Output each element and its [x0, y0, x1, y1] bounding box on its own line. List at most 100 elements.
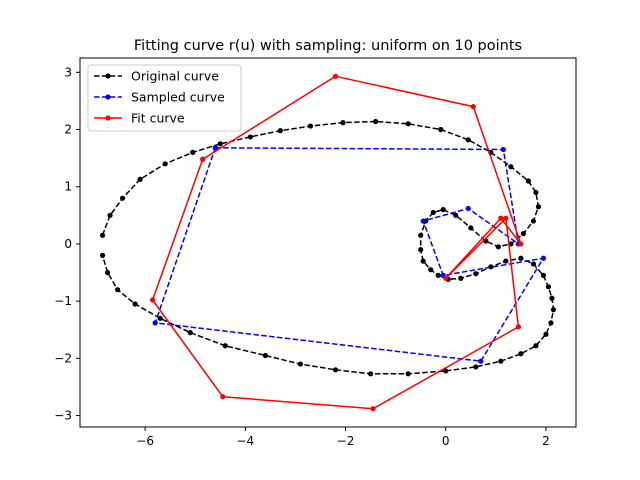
- data-point: [495, 244, 501, 250]
- legend-label: Original curve: [131, 69, 219, 84]
- legend-marker: [105, 115, 111, 121]
- data-point: [99, 252, 106, 258]
- plot-frame: [79, 57, 577, 428]
- data-point: [222, 343, 228, 349]
- data-point: [470, 104, 476, 110]
- y-tick-label: 1: [64, 180, 72, 194]
- data-point: [535, 204, 542, 210]
- data-point: [420, 258, 426, 264]
- data-point: [498, 358, 504, 364]
- data-point: [212, 145, 218, 151]
- chart-title: Fitting curve r(u) with sampling: unifor…: [134, 38, 522, 54]
- data-point: [500, 146, 506, 153]
- legend-marker: [105, 94, 111, 100]
- data-point: [525, 178, 532, 184]
- data-point: [498, 215, 504, 221]
- data-point: [458, 275, 464, 281]
- data-point: [340, 120, 346, 126]
- data-point: [99, 232, 106, 238]
- legend-marker: [105, 73, 111, 79]
- data-point: [435, 272, 441, 278]
- data-point: [247, 134, 253, 140]
- data-point: [405, 371, 411, 377]
- data-point: [540, 255, 547, 261]
- legend-label: Fit curve: [131, 111, 185, 126]
- legend-label: Sampled curve: [131, 90, 225, 105]
- data-point: [465, 205, 471, 212]
- data-point: [307, 123, 314, 129]
- data-point: [262, 352, 268, 359]
- data-point: [162, 161, 168, 167]
- plot-area: [99, 73, 557, 412]
- data-point: [530, 261, 537, 267]
- x-tick-label: −6: [136, 434, 154, 448]
- data-point: [132, 301, 138, 307]
- x-tick-label: −4: [236, 434, 254, 448]
- data-point: [518, 241, 524, 247]
- y-tick-label: 2: [64, 123, 72, 137]
- series-line: [151, 75, 522, 410]
- data-point: [453, 212, 459, 218]
- data-point: [157, 315, 163, 321]
- data-point: [468, 225, 474, 231]
- data-point: [530, 218, 537, 224]
- data-point: [518, 255, 524, 261]
- y-tick-label: 3: [64, 65, 72, 79]
- data-point: [367, 371, 374, 377]
- data-point: [405, 121, 411, 127]
- data-point: [220, 394, 226, 400]
- y-axis: −3 −2 −1 0 1 2 3: [54, 65, 80, 423]
- y-tick-label: 0: [64, 237, 72, 251]
- data-point: [438, 126, 444, 133]
- data-point: [418, 232, 424, 238]
- data-point: [443, 368, 449, 374]
- legend-item: Fit curve: [94, 111, 185, 126]
- data-point: [508, 164, 514, 170]
- data-point: [430, 209, 436, 216]
- data-point: [104, 269, 111, 276]
- data-point: [217, 141, 223, 147]
- series-line: [154, 147, 545, 362]
- data-point: [152, 320, 158, 326]
- data-point: [550, 307, 557, 313]
- series-fit-curve: [150, 73, 524, 412]
- data-point: [549, 295, 555, 301]
- data-point: [503, 215, 509, 221]
- data-point: [370, 406, 376, 412]
- data-point: [428, 267, 434, 273]
- data-point: [150, 297, 156, 303]
- data-point: [332, 73, 339, 79]
- data-point: [440, 207, 446, 213]
- legend: Original curve Sampled curve Fit curve: [87, 64, 242, 132]
- x-tick-label: 2: [542, 434, 550, 448]
- data-point: [190, 149, 196, 155]
- data-point: [114, 287, 121, 293]
- data-point: [465, 137, 471, 143]
- data-point: [443, 275, 449, 281]
- data-point: [473, 271, 479, 277]
- data-point: [187, 330, 193, 336]
- data-point: [420, 218, 426, 224]
- data-point: [119, 195, 126, 201]
- legend-box: [87, 64, 242, 132]
- data-point: [332, 367, 339, 373]
- series-original-curve: [99, 118, 557, 377]
- legend-item: Original curve: [94, 69, 219, 84]
- data-point: [540, 272, 547, 278]
- legend-item: Sampled curve: [94, 90, 225, 105]
- data-point: [533, 343, 539, 349]
- y-tick-label: −3: [54, 409, 72, 423]
- y-tick-label: −2: [54, 351, 72, 365]
- data-point: [518, 351, 524, 357]
- data-point: [515, 324, 521, 330]
- data-point: [478, 358, 484, 364]
- data-point: [543, 331, 549, 337]
- data-point: [545, 284, 552, 290]
- data-point: [137, 176, 143, 182]
- data-point: [533, 189, 539, 196]
- x-tick-label: −2: [337, 434, 355, 448]
- series-sampled-curve: [152, 145, 547, 364]
- data-point: [372, 118, 379, 125]
- data-point: [200, 156, 206, 162]
